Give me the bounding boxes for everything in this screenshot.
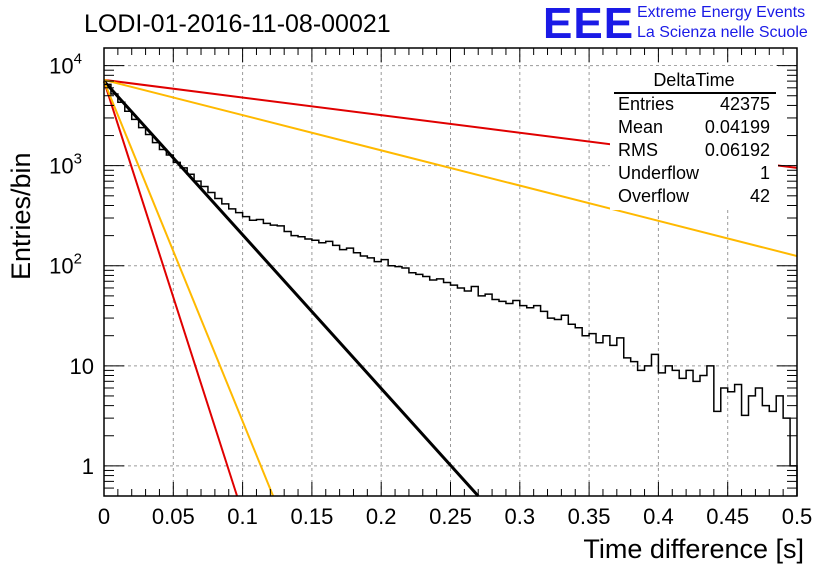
logo-subtitle-line1: Extreme Energy Events [637,4,806,21]
stats-box: DeltaTime Entries 42375 Mean 0.04199 RMS… [610,66,778,210]
stats-label: Overflow [618,186,690,206]
fit-line [103,80,239,497]
y-tick-label: 104 [49,51,82,79]
stats-row-mean: Mean 0.04199 [618,117,770,140]
x-tick-label: 0.45 [706,504,749,529]
y-tick-label: 103 [49,151,82,179]
x-tick-label: 0.15 [290,504,333,529]
stats-row-entries: Entries 42375 [618,94,770,117]
logo-subtitle-line2: La Scienza nelle Scuole [637,24,808,41]
x-tick-label: 0.25 [429,504,472,529]
stats-row-overflow: Overflow 42 [618,186,770,209]
stats-value: 0.04199 [704,117,770,137]
stats-value: 42 [749,186,770,206]
x-tick-label: 0.5 [782,504,813,529]
fit-line [103,80,275,497]
chart-title: LODI-01-2016-11-08-00021 [84,10,391,38]
stats-box-title: DeltaTime [653,70,735,90]
y-axis-label: Entries/bin [6,152,36,280]
stats-box-divider [614,92,776,94]
stats-value: 1 [759,163,770,183]
x-tick-label: 0.35 [568,504,611,529]
stats-label: Mean [618,117,664,137]
stats-row-rms: RMS 0.06192 [618,140,770,163]
x-tick-label: 0.4 [643,504,674,529]
fit-line [103,78,798,258]
tick-labels: 0 0.05 0.1 0.15 0.2 0.25 0.3 0.35 0.4 0.45 0.5 104 1… [49,51,812,529]
x-axis-label: Time difference [s] [583,534,804,564]
x-tick-label: 0.05 [152,504,195,529]
x-tick-label: 0.1 [227,504,258,529]
x-tick-label: 0.3 [505,504,536,529]
x-tick-label: 0.2 [366,504,397,529]
axis-ticks [103,48,798,497]
stats-value: 0.06192 [704,140,770,160]
y-tick-label: 102 [49,251,82,279]
stats-label: Entries [618,94,675,114]
stats-label: RMS [618,140,658,160]
eee-logo: EEE [543,0,635,48]
stats-label: Underflow [618,163,700,183]
series-layer [102,78,798,498]
stats-value: 42375 [719,94,770,114]
x-tick-label: 0 [98,504,110,529]
stats-row-underflow: Underflow 1 [618,163,770,186]
histogram-outline [104,83,798,496]
y-tick-label: 1 [82,454,94,479]
y-tick-label: 10 [70,354,94,379]
